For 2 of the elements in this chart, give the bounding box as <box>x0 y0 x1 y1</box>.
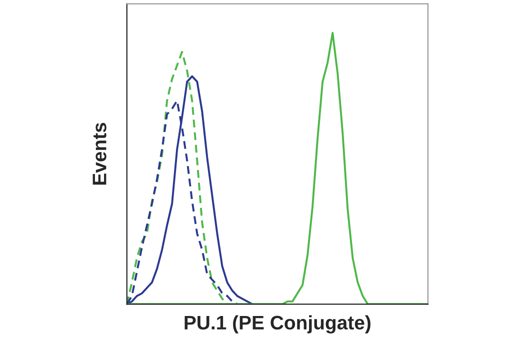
y-axis-title: Events <box>92 122 106 185</box>
x-axis-title: PU.1 (PE Conjugate) <box>184 315 370 334</box>
